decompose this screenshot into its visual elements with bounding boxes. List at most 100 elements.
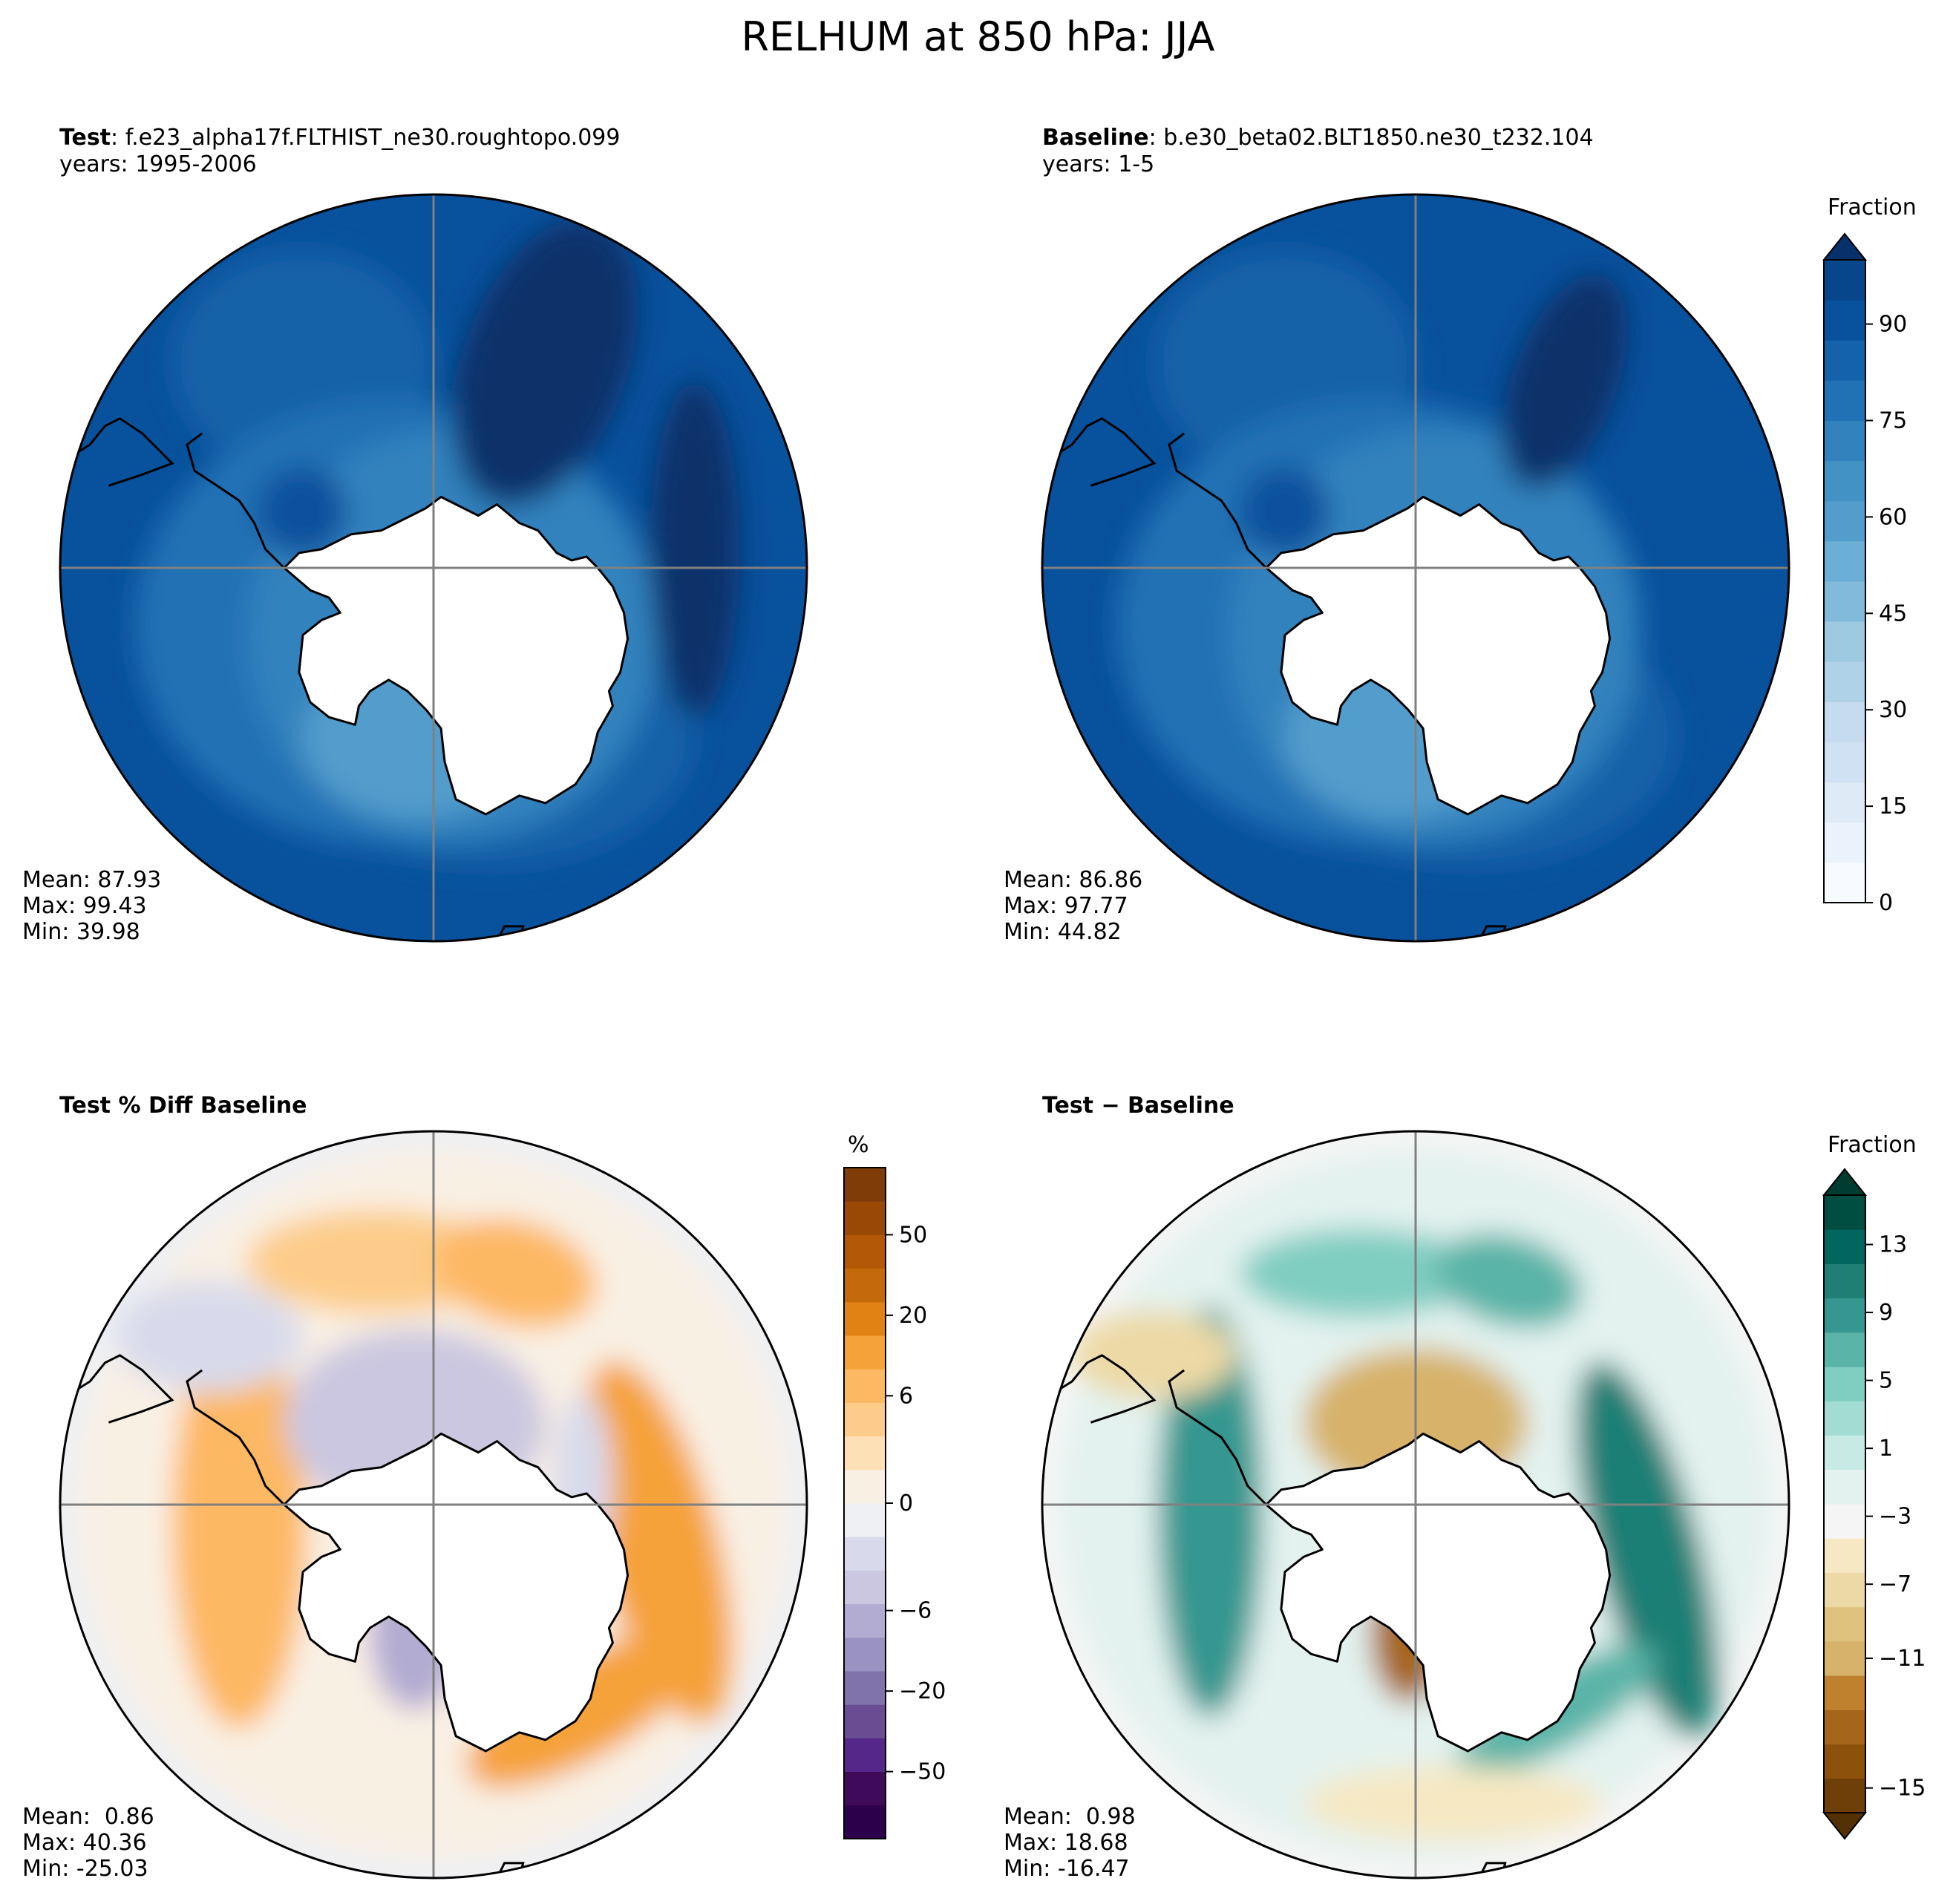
top-colorbar-segment: [1824, 822, 1865, 863]
diff-south-america-outline: [1042, 1354, 1157, 1424]
pct-colorbar-tick-label: 50: [899, 1222, 927, 1248]
pct-colorbar-segment: [844, 1168, 886, 1202]
baseline-map-boundary: [1041, 193, 1790, 943]
top-colorbar-segment: [1824, 460, 1865, 502]
test-mean: Mean: 87.93: [22, 867, 162, 893]
diff-contour-band: [1157, 1306, 1263, 1718]
diff-map-boundary: [1041, 1130, 1790, 1880]
diff-contour-band: [1240, 1228, 1479, 1318]
diff-colorbar-segment: [1824, 1229, 1865, 1264]
top-colorbar-segment: [1824, 742, 1865, 783]
baseline-peninsula-outline: [1168, 432, 1267, 569]
diff-colorbar-segment: [1824, 1195, 1865, 1230]
diff-colorbar-segment: [1824, 1401, 1865, 1436]
diff-title-text: Test − Baseline: [1042, 1093, 1234, 1119]
test-min: Min: 39.98: [22, 919, 140, 945]
pct-colorbar-segment: [844, 1637, 886, 1672]
top-colorbar-frame: [1823, 259, 1866, 903]
pct-colorbar-segment: [844, 1771, 886, 1806]
pct-colorbar-segment: [844, 1402, 886, 1437]
diff-colorbar-segment: [1824, 1298, 1865, 1333]
diff-colorbar-segment: [1824, 1606, 1865, 1642]
pct-colorbar-segment: [844, 1704, 886, 1738]
top-colorbar-segment: [1824, 862, 1865, 903]
diff-colorbar-segment: [1824, 1744, 1865, 1779]
pct-colorbar-segment: [844, 1671, 886, 1705]
diff-colorbar-extend-min: [1822, 1812, 1868, 1840]
pct-colorbar-segment: [844, 1469, 886, 1504]
pct-diff-contour-band: [246, 1209, 508, 1315]
pct-diff-contour-band: [582, 1361, 733, 1724]
test-years: years: 1995-2006: [59, 151, 257, 177]
diff-colorbar-tick-label: −11: [1879, 1646, 1926, 1672]
pct-diff-panel-title: Test % Diff Baseline: [59, 1093, 307, 1119]
pct-colorbar-segment: [844, 1603, 886, 1638]
baseline-map-field: [1042, 194, 1789, 941]
diff-colorbar-segment: [1824, 1778, 1865, 1813]
pct-diff-antarctica-outline: [283, 1432, 629, 1753]
diff-antarctica-outline: [1265, 1432, 1612, 1753]
top-colorbar-extend-max: [1822, 232, 1868, 261]
baseline-south-america-outline: [1042, 417, 1157, 487]
test-contour-band: [650, 381, 740, 718]
pct-diff-title-text: Test % Diff Baseline: [59, 1093, 307, 1119]
test-contour-band: [453, 219, 638, 506]
diff-colorbar-tick-label: −15: [1879, 1776, 1926, 1802]
test-antarctica-outline: [283, 495, 629, 816]
pct-colorbar-segment: [844, 1369, 886, 1403]
diff-colorbar-segment: [1824, 1469, 1865, 1505]
pct-diff-contour-band: [171, 1318, 307, 1729]
pct-colorbar-segment: [844, 1503, 886, 1537]
top-colorbar-segment: [1824, 380, 1865, 421]
pct-colorbar-segment: [844, 1201, 886, 1235]
pct-diff-peninsula-outline: [186, 1369, 285, 1506]
pct-colorbar-segment: [844, 1335, 886, 1370]
diff-panel-title: Test − Baseline: [1042, 1093, 1234, 1119]
diff-colorbar-segment: [1824, 1710, 1865, 1745]
diff-max: Max: 18.68: [1004, 1830, 1128, 1856]
top-colorbar-segment: [1824, 500, 1865, 542]
pct-colorbar-segment: [844, 1436, 886, 1470]
top-colorbar-segment: [1824, 782, 1865, 823]
test-contour-band: [258, 467, 348, 557]
baseline-years: years: 1-5: [1042, 151, 1155, 177]
pct-colorbar-segment: [844, 1268, 886, 1303]
top-colorbar-tick-label: 75: [1879, 408, 1907, 434]
diff-stats: Mean: 0.98 Max: 18.68 Min: -16.47: [1004, 1804, 1136, 1882]
pct-colorbar-tick-label: −6: [899, 1598, 932, 1624]
diff-colorbar-tick-label: 13: [1879, 1232, 1907, 1258]
pct-colorbar-tick-label: 6: [899, 1383, 913, 1409]
pct-diff-contour-band: [116, 1280, 303, 1393]
diff-colorbar-tick-label: −3: [1879, 1504, 1911, 1530]
pct-diff-south-america-outline: [60, 1354, 174, 1424]
diff-map-field: [1042, 1131, 1789, 1878]
diff-colorbar-segment: [1824, 1640, 1865, 1676]
diff-colorbar-segment: [1824, 1367, 1865, 1401]
diff-colorbar-tick-label: −7: [1879, 1571, 1911, 1597]
pct-colorbar: 50 20 6 0 −6 −20 −50: [843, 1167, 946, 1839]
diff-colorbar-segment: [1824, 1538, 1865, 1573]
baseline-panel-title: Baseline: b.e30_beta02.BLT1850.ne30_t232…: [1042, 125, 1594, 178]
pct-colorbar-tick-label: 20: [899, 1303, 927, 1329]
pct-colorbar-segment: [844, 1738, 886, 1773]
pct-colorbar-tick-label: −20: [899, 1678, 946, 1704]
diff-contour-band: [1304, 1766, 1603, 1841]
diff-mean: Mean: 0.98: [1004, 1804, 1136, 1830]
map-layer: [59, 193, 1790, 1880]
top-colorbar-segment: [1824, 420, 1865, 462]
pct-colorbar-tick-label: 0: [899, 1491, 913, 1517]
test-south-america-outline: [60, 417, 174, 487]
pct-diff-map-boundary: [59, 1130, 808, 1880]
top-colorbar-tick-label: 45: [1879, 601, 1907, 627]
diff-contour-band: [1436, 1233, 1583, 1329]
colorbar-layer: 9075604530150502060−6−20−5013951−3−7−11−…: [843, 232, 1926, 1840]
pct-diff-max: Max: 40.36: [22, 1830, 147, 1856]
diff-colorbar-segment: [1824, 1332, 1865, 1367]
pct-colorbar-segment: [844, 1301, 886, 1336]
diff-colorbar-segment: [1824, 1675, 1865, 1710]
pct-colorbar-tick-label: −50: [899, 1759, 946, 1785]
baseline-contour-band: [1502, 274, 1628, 488]
test-case-name: f.e23_alpha17f.FLTHIST_ne30.roughtopo.09…: [125, 125, 621, 151]
cb-top-unit: Fraction: [1828, 194, 1917, 220]
